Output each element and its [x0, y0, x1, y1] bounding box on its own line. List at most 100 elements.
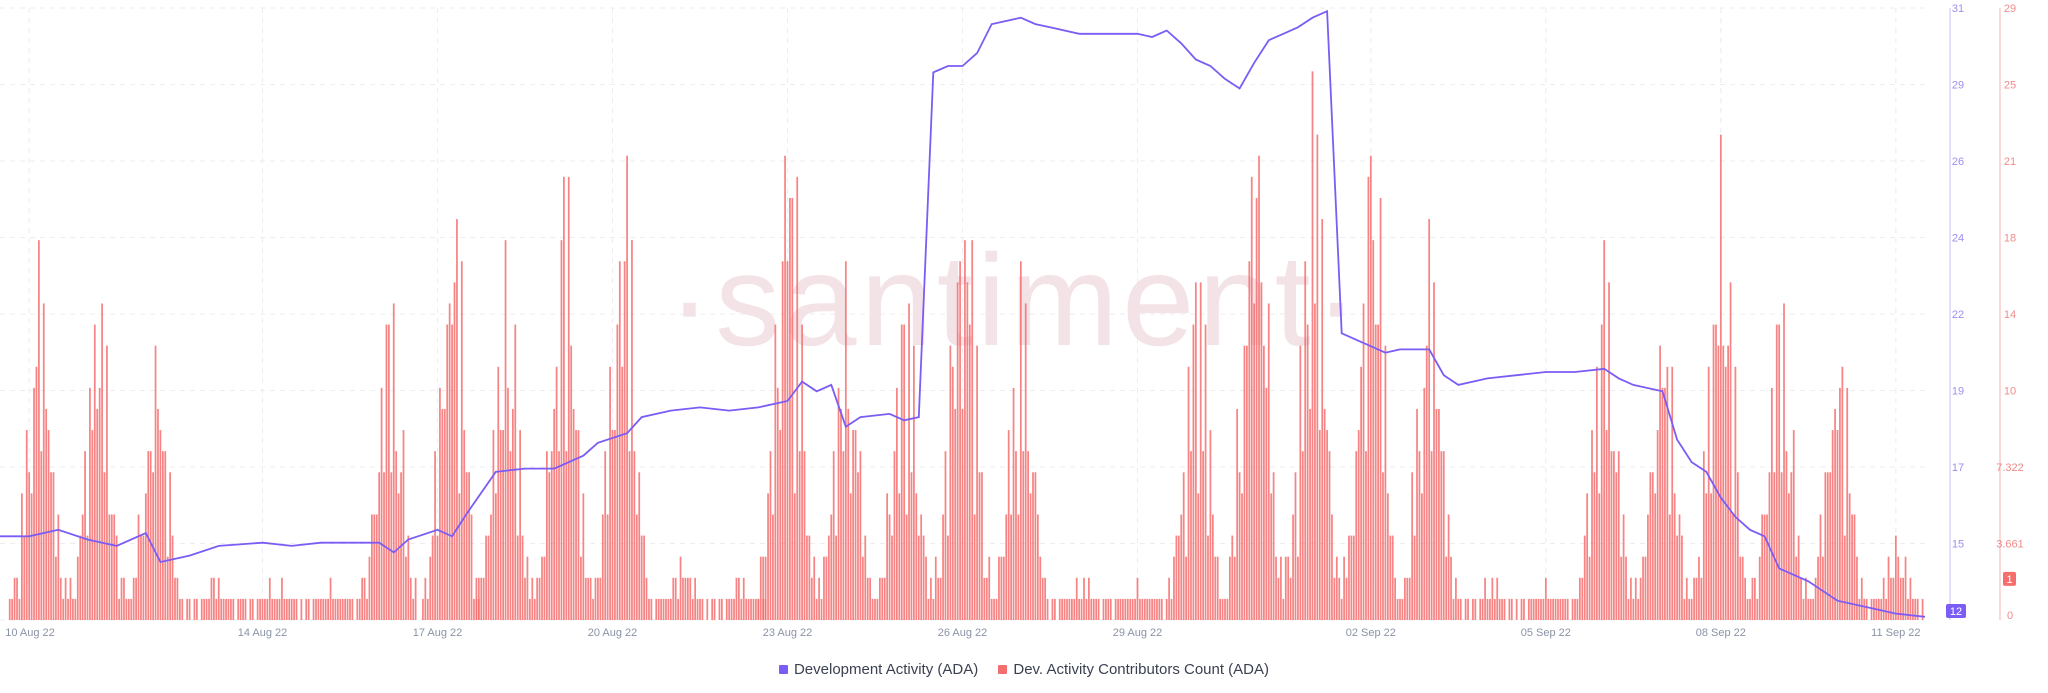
contributors-bar: [1282, 598, 1285, 620]
contributors-bar: [11, 598, 14, 620]
contributors-bar: [1673, 493, 1676, 620]
contributors-bar: [742, 577, 745, 620]
contributors-bar: [1277, 577, 1280, 620]
contributors-bar: [1559, 598, 1562, 620]
contributors-bar: [1741, 556, 1744, 620]
contributors-bar: [871, 598, 874, 620]
contributors-bar: [721, 598, 723, 620]
contributors-bar: [273, 598, 276, 620]
contributors-bar: [259, 598, 261, 620]
contributors-bar: [1442, 451, 1445, 620]
contributors-bar: [74, 598, 77, 620]
contributors-bar: [1617, 451, 1620, 620]
contributors-bar: [1071, 598, 1073, 620]
contributors-bar: [533, 598, 536, 620]
contributors-bar: [1583, 535, 1586, 620]
contributors-bar: [1681, 535, 1683, 620]
contributors-bar: [1005, 514, 1008, 620]
contributors-bar: [1615, 472, 1618, 620]
contributors-bar: [1498, 598, 1501, 620]
contributors-bar: [98, 387, 101, 620]
contributors-bar: [1270, 493, 1273, 620]
contributors-bar: [1051, 598, 1054, 620]
contributors-bar: [1263, 345, 1265, 620]
contributors-bar: [69, 577, 72, 620]
contributors-bar: [244, 598, 247, 620]
contributors-bar: [208, 598, 210, 620]
contributors-bar: [1440, 451, 1443, 620]
y-right-tick-label: 0: [2007, 610, 2013, 622]
contributors-bar: [689, 577, 692, 620]
contributors-bar: [1547, 598, 1550, 620]
contributors-bar: [745, 598, 748, 620]
contributors-bar: [492, 430, 495, 620]
contributors-bar: [623, 261, 626, 620]
contributors-bar: [1457, 598, 1460, 620]
contributors-bar: [1542, 598, 1545, 620]
contributors-bar: [1053, 598, 1056, 620]
x-tick-label: 17 Aug 22: [413, 627, 463, 639]
contributors-bar: [55, 556, 57, 620]
contributors-bar: [660, 598, 662, 620]
contributors-bar: [893, 451, 896, 620]
contributors-bar: [1036, 514, 1039, 620]
contributors-bar: [1411, 472, 1414, 620]
development-activity-line: [0, 9, 1926, 618]
contributors-bar: [1297, 556, 1299, 620]
contributors-bar: [1165, 598, 1168, 620]
contributors-bar: [385, 324, 388, 620]
contributors-bar: [1819, 514, 1822, 620]
contributors-bar: [776, 387, 779, 620]
contributors-bar: [1715, 324, 1717, 620]
contributors-bar: [1438, 408, 1440, 620]
contributors-bar: [1129, 598, 1132, 620]
contributors-bar: [961, 408, 964, 620]
contributors-bar: [983, 577, 986, 620]
contributors-bar: [487, 535, 490, 620]
contributors-bar: [1678, 514, 1681, 620]
contributors-bar: [305, 598, 308, 620]
contributors-bar: [1452, 598, 1455, 620]
contributors-bar: [380, 387, 383, 620]
contributors-bar: [1557, 598, 1559, 620]
contributors-bar: [1914, 598, 1917, 620]
contributors-bar: [611, 430, 614, 620]
current-value-badge-left: [1946, 604, 1966, 618]
legend-item-development-activity[interactable]: Development Activity (ADA): [778, 661, 978, 678]
contributors-bar: [196, 598, 198, 620]
contributors-bar: [905, 514, 908, 620]
contributors-bar: [1430, 451, 1433, 620]
contributors-bar: [1403, 577, 1406, 620]
contributors-bar: [1535, 598, 1537, 620]
contributors-bar: [93, 324, 96, 620]
x-tick-label: 29 Aug 22: [1113, 627, 1163, 639]
contributors-bar: [1158, 598, 1161, 620]
contributors-bar: [205, 598, 208, 620]
contributors-bar: [446, 324, 449, 620]
contributors-bar: [1357, 430, 1360, 620]
contributors-bar: [142, 535, 145, 620]
contributors-bar: [896, 387, 898, 620]
contributors-bar: [261, 598, 264, 620]
contributors-bar: [750, 598, 752, 620]
contributors-bar: [1194, 282, 1197, 620]
contributors-bar: [1676, 535, 1678, 620]
contributors-bar: [1540, 598, 1542, 620]
legend-item-contributors-count[interactable]: Dev. Activity Contributors Count (ADA): [998, 661, 1269, 678]
contributors-bar: [1455, 577, 1457, 620]
contributors-bar: [616, 324, 619, 620]
watermark: ·santiment·: [668, 227, 1362, 373]
contributors-bar: [1306, 324, 1309, 620]
contributors-bar: [789, 197, 791, 620]
contributors-bar: [1839, 387, 1841, 620]
contributors-bar: [1909, 577, 1912, 620]
contributors-bar: [565, 451, 568, 620]
contributors-bar: [28, 472, 31, 620]
contributors-bar: [1654, 493, 1657, 620]
contributors-bar: [1029, 493, 1032, 620]
contributors-bar: [1019, 261, 1022, 620]
contributors-bar: [1771, 387, 1773, 620]
contributors-bar: [443, 408, 446, 620]
legend-swatch-purple-icon: [778, 665, 788, 674]
contributors-bar: [944, 451, 947, 620]
